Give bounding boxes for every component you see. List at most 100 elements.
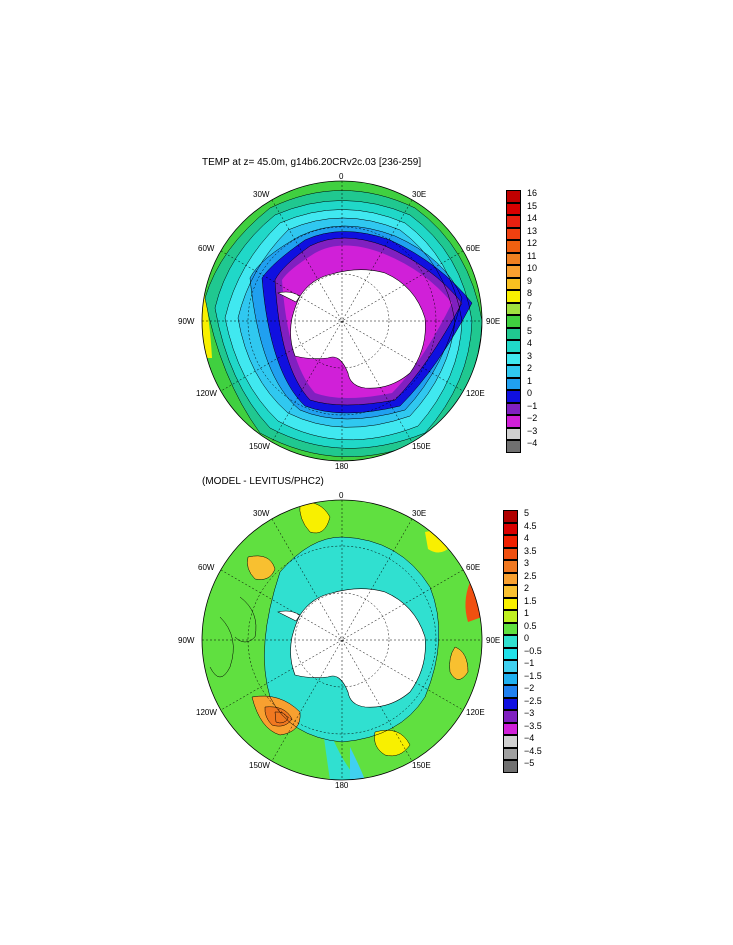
colorbar-swatch <box>503 760 518 773</box>
colorbar-tick-label: 9 <box>527 275 533 286</box>
panel2-blue-patch <box>350 747 365 780</box>
colorbar-tick-label: −3 <box>527 425 538 436</box>
colorbar-tick-label: −1 <box>527 400 538 411</box>
colorbar-swatch <box>503 535 518 548</box>
panel2-lon-label: 120W <box>196 708 217 717</box>
colorbar-tick-label: −2.5 <box>524 695 542 706</box>
colorbar-swatch <box>506 227 521 240</box>
panel2-lon-label: 60W <box>198 563 215 572</box>
colorbar-tick-label: 11 <box>527 250 537 261</box>
colorbar-swatch <box>506 215 521 228</box>
colorbar-tick-label: 14 <box>527 213 538 223</box>
panel1-lon-label: 30W <box>253 190 270 199</box>
colorbar-swatch <box>503 747 518 760</box>
panel2-lon-label: 150W <box>249 761 270 770</box>
colorbar-tick-label: 7 <box>527 300 533 311</box>
colorbar-swatch <box>506 415 521 428</box>
colorbar-tick-label: −4 <box>527 438 538 448</box>
colorbar-tick-label: 13 <box>527 225 538 236</box>
panel2-graticule <box>202 500 482 780</box>
colorbar-swatch <box>506 240 521 253</box>
colorbar-tick-label: −3 <box>524 708 535 718</box>
panel2-yellow-30e <box>425 531 450 553</box>
panel2-yellow-north <box>299 502 330 533</box>
panel1-lon-label: 90E <box>486 317 501 326</box>
colorbar-swatch <box>506 265 521 278</box>
colorbar-swatch <box>506 402 521 415</box>
colorbar-swatch <box>506 315 521 328</box>
colorbar-tick-label: 5 <box>524 508 530 518</box>
colorbar-tick-label: −2 <box>524 683 535 693</box>
panel1-title: TEMP at z= 45.0m, g14b6.20CRv2c.03 [236-… <box>202 157 422 168</box>
colorbar-swatch <box>503 560 518 573</box>
panel1-graticule <box>202 181 482 461</box>
colorbar-tick-label: 2 <box>527 363 533 373</box>
panel2-lon-label: 90E <box>486 636 501 645</box>
colorbar-swatch <box>506 302 521 315</box>
panel2-lon-label: 60E <box>466 563 481 572</box>
colorbar-tick-label: 2.5 <box>524 570 537 581</box>
colorbar-swatch <box>503 635 518 648</box>
colorbar-tick-label: 3 <box>527 350 533 361</box>
colorbar-tick-label: −1.5 <box>524 670 542 681</box>
colorbar-tick-label: 6 <box>527 313 533 323</box>
panel2-lon-label: 90W <box>178 636 195 645</box>
colorbar-tick-label: −4 <box>524 733 535 743</box>
panel1-lon-label: 120E <box>466 389 485 398</box>
panel1-lon-label: 90W <box>178 317 195 326</box>
panel2-title: (MODEL - LEVITUS/PHC2) <box>202 476 324 487</box>
colorbar-swatch <box>506 377 521 390</box>
colorbar-swatch <box>506 340 521 353</box>
panel2-red-60e <box>465 582 482 622</box>
panel1-polar-map: 0 30E 60E 90E 120E 150E 180 150W 120W 90… <box>178 172 500 471</box>
colorbar-swatch <box>506 440 521 453</box>
colorbar-swatch <box>503 572 518 585</box>
colorbar-tick-label: 4 <box>527 338 533 348</box>
panel1-lon-label: 0 <box>339 172 344 181</box>
colorbar-swatch <box>503 547 518 560</box>
colorbar-tick-label: 3 <box>524 558 530 568</box>
colorbar-swatch <box>506 252 521 265</box>
colorbar-tick-label: 1 <box>524 608 530 618</box>
colorbar-tick-label: 0.5 <box>524 620 537 631</box>
colorbar-swatch <box>503 522 518 535</box>
colorbar-tick-label: 3.5 <box>524 545 537 556</box>
colorbar-swatch <box>506 327 521 340</box>
panel1-lon-label: 30E <box>412 190 427 199</box>
colorbar-tick-label: 5 <box>527 325 533 336</box>
panel1-lon-label: 120W <box>196 389 217 398</box>
colorbar-swatch <box>503 710 518 723</box>
colorbar-tick-label: 8 <box>527 288 533 298</box>
panel1-colorbar: 16 15 14 13 12 11 10 9 8 7 6 5 4 3 2 1 0 −1 −2 −3 −4 <box>506 188 556 455</box>
panel2-lon-label: 150E <box>412 761 431 770</box>
colorbar-swatch <box>503 697 518 710</box>
panel1-lon-label: 150W <box>249 442 270 451</box>
colorbar-tick-label: −5 <box>524 758 535 768</box>
panel2-lon-label: 0 <box>339 491 344 500</box>
colorbar-swatch <box>503 510 518 523</box>
panel2-polar-map: 0 30E 60E 90E 120E 150E 180 150W 120W 90… <box>178 491 500 790</box>
colorbar-tick-label: 0 <box>527 388 533 398</box>
colorbar-swatch <box>503 597 518 610</box>
colorbar-tick-label: 1 <box>527 375 533 386</box>
panel2-map-svg <box>201 499 483 781</box>
panel2-lon-label: 120E <box>466 708 485 717</box>
colorbar-tick-label: −3.5 <box>524 720 542 731</box>
colorbar-tick-label: −4.5 <box>524 745 542 756</box>
colorbar-swatch <box>503 622 518 635</box>
panel2-contours <box>209 502 469 757</box>
colorbar-swatch <box>503 585 518 598</box>
panel1-antarctic-peninsula <box>277 291 301 303</box>
colorbar-tick-label: 0 <box>524 633 530 643</box>
colorbar-swatch <box>503 672 518 685</box>
colorbar-swatch <box>503 722 518 735</box>
colorbar-swatch <box>506 277 521 290</box>
colorbar-tick-label: 1.5 <box>524 595 537 606</box>
panel1-lon-label: 150E <box>412 442 431 451</box>
panel1-lon-label: 60E <box>466 244 481 253</box>
colorbar-swatch <box>506 290 521 303</box>
colorbar-swatch <box>506 390 521 403</box>
panel2-lon-label: 30E <box>412 509 427 518</box>
panel1-lon-label: 180 <box>335 462 349 471</box>
colorbar-swatch <box>503 647 518 660</box>
